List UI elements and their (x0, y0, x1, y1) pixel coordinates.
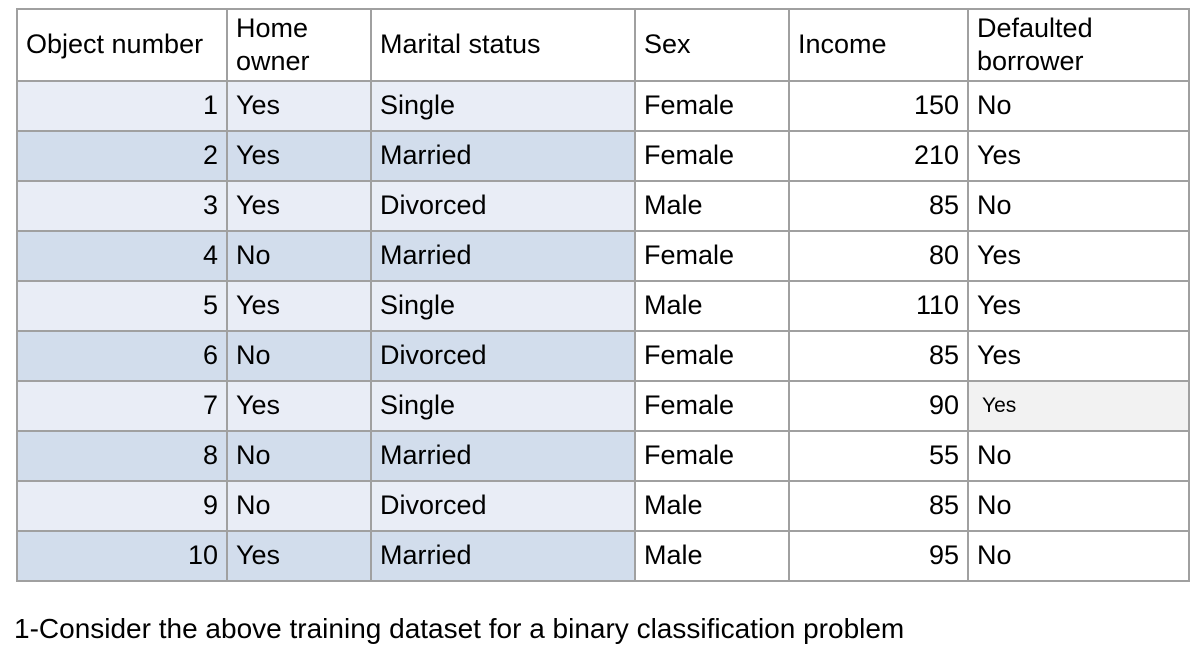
header-cell-sex: Sex (634, 8, 790, 82)
cell-defaulted_borrower: Yes (967, 229, 1190, 282)
cell-income: 80 (788, 229, 969, 282)
cell-defaulted_borrower: No (967, 179, 1190, 232)
cell-sex: Female (634, 229, 790, 282)
table-row: 7 Yes Single Female 90 Yes (16, 379, 1190, 432)
header-cell-defaulted_borrower: Defaulted borrower (967, 8, 1190, 82)
cell-home_owner: Yes (226, 529, 372, 582)
cell-home_owner: Yes (226, 179, 372, 232)
cell-object_number: 10 (16, 529, 228, 582)
table-row: 9 No Divorced Male 85 No (16, 479, 1190, 532)
cell-income: 85 (788, 479, 969, 532)
cell-defaulted_borrower: No (967, 529, 1190, 582)
cell-marital_status: Single (370, 379, 636, 432)
cell-home_owner: Yes (226, 129, 372, 182)
cell-marital_status: Married (370, 229, 636, 282)
cell-marital_status: Divorced (370, 329, 636, 382)
cell-home_owner: Yes (226, 379, 372, 432)
cell-object_number: 7 (16, 379, 228, 432)
cell-object_number: 4 (16, 229, 228, 282)
table-row: 1 Yes Single Female 150 No (16, 79, 1190, 132)
table-row: 2 Yes Married Female 210 Yes (16, 129, 1190, 182)
cell-sex: Male (634, 179, 790, 232)
cell-sex: Female (634, 329, 790, 382)
cell-object_number: 8 (16, 429, 228, 482)
cell-sex: Male (634, 529, 790, 582)
cell-object_number: 3 (16, 179, 228, 232)
cell-defaulted_borrower: Yes (967, 379, 1190, 432)
cell-home_owner: Yes (226, 279, 372, 332)
table-row: 8 No Married Female 55 No (16, 429, 1190, 482)
table-row: 6 No Divorced Female 85 Yes (16, 329, 1190, 382)
cell-object_number: 5 (16, 279, 228, 332)
cell-income: 55 (788, 429, 969, 482)
table-body: 1 Yes Single Female 150 No 2 Yes Married Female 21… (16, 79, 1190, 582)
cell-home_owner: Yes (226, 79, 372, 132)
table-row: 10 Yes Married Male 95 No (16, 529, 1190, 582)
cell-marital_status: Divorced (370, 479, 636, 532)
cell-defaulted_borrower: No (967, 429, 1190, 482)
cell-sex: Female (634, 379, 790, 432)
cell-income: 95 (788, 529, 969, 582)
cell-object_number: 2 (16, 129, 228, 182)
cell-home_owner: No (226, 229, 372, 282)
cell-defaulted_borrower: Yes (967, 279, 1190, 332)
cell-object_number: 9 (16, 479, 228, 532)
cell-object_number: 1 (16, 79, 228, 132)
cell-home_owner: No (226, 479, 372, 532)
cell-defaulted_borrower: Yes (967, 329, 1190, 382)
cell-income: 210 (788, 129, 969, 182)
header-cell-income: Income (788, 8, 969, 82)
table-row: 3 Yes Divorced Male 85 No (16, 179, 1190, 232)
cell-object_number: 6 (16, 329, 228, 382)
cell-defaulted_borrower: Yes (967, 129, 1190, 182)
table-row: 5 Yes Single Male 110 Yes (16, 279, 1190, 332)
cell-marital_status: Single (370, 279, 636, 332)
cell-marital_status: Single (370, 79, 636, 132)
cell-sex: Female (634, 79, 790, 132)
cell-income: 150 (788, 79, 969, 132)
cell-sex: Female (634, 429, 790, 482)
cell-income: 110 (788, 279, 969, 332)
cell-home_owner: No (226, 429, 372, 482)
cell-marital_status: Married (370, 129, 636, 182)
cell-defaulted_borrower: No (967, 79, 1190, 132)
cell-income: 85 (788, 179, 969, 232)
cell-income: 85 (788, 329, 969, 382)
table-row: 4 No Married Female 80 Yes (16, 229, 1190, 282)
header-cell-marital_status: Marital status (370, 8, 636, 82)
header-row: Object number Home owner Marital status Sex… (16, 8, 1190, 82)
header-cell-object_number: Object number (16, 8, 228, 82)
question-text: 1-Consider the above training dataset fo… (14, 613, 905, 644)
training-dataset-table: Object number Home owner Marital status Sex… (16, 8, 1190, 582)
cell-sex: Female (634, 129, 790, 182)
cell-marital_status: Married (370, 529, 636, 582)
cell-marital_status: Divorced (370, 179, 636, 232)
header-cell-home_owner: Home owner (226, 8, 372, 82)
cell-defaulted_borrower: No (967, 479, 1190, 532)
cell-sex: Male (634, 479, 790, 532)
cell-marital_status: Married (370, 429, 636, 482)
cell-home_owner: No (226, 329, 372, 382)
cell-income: 90 (788, 379, 969, 432)
cell-sex: Male (634, 279, 790, 332)
